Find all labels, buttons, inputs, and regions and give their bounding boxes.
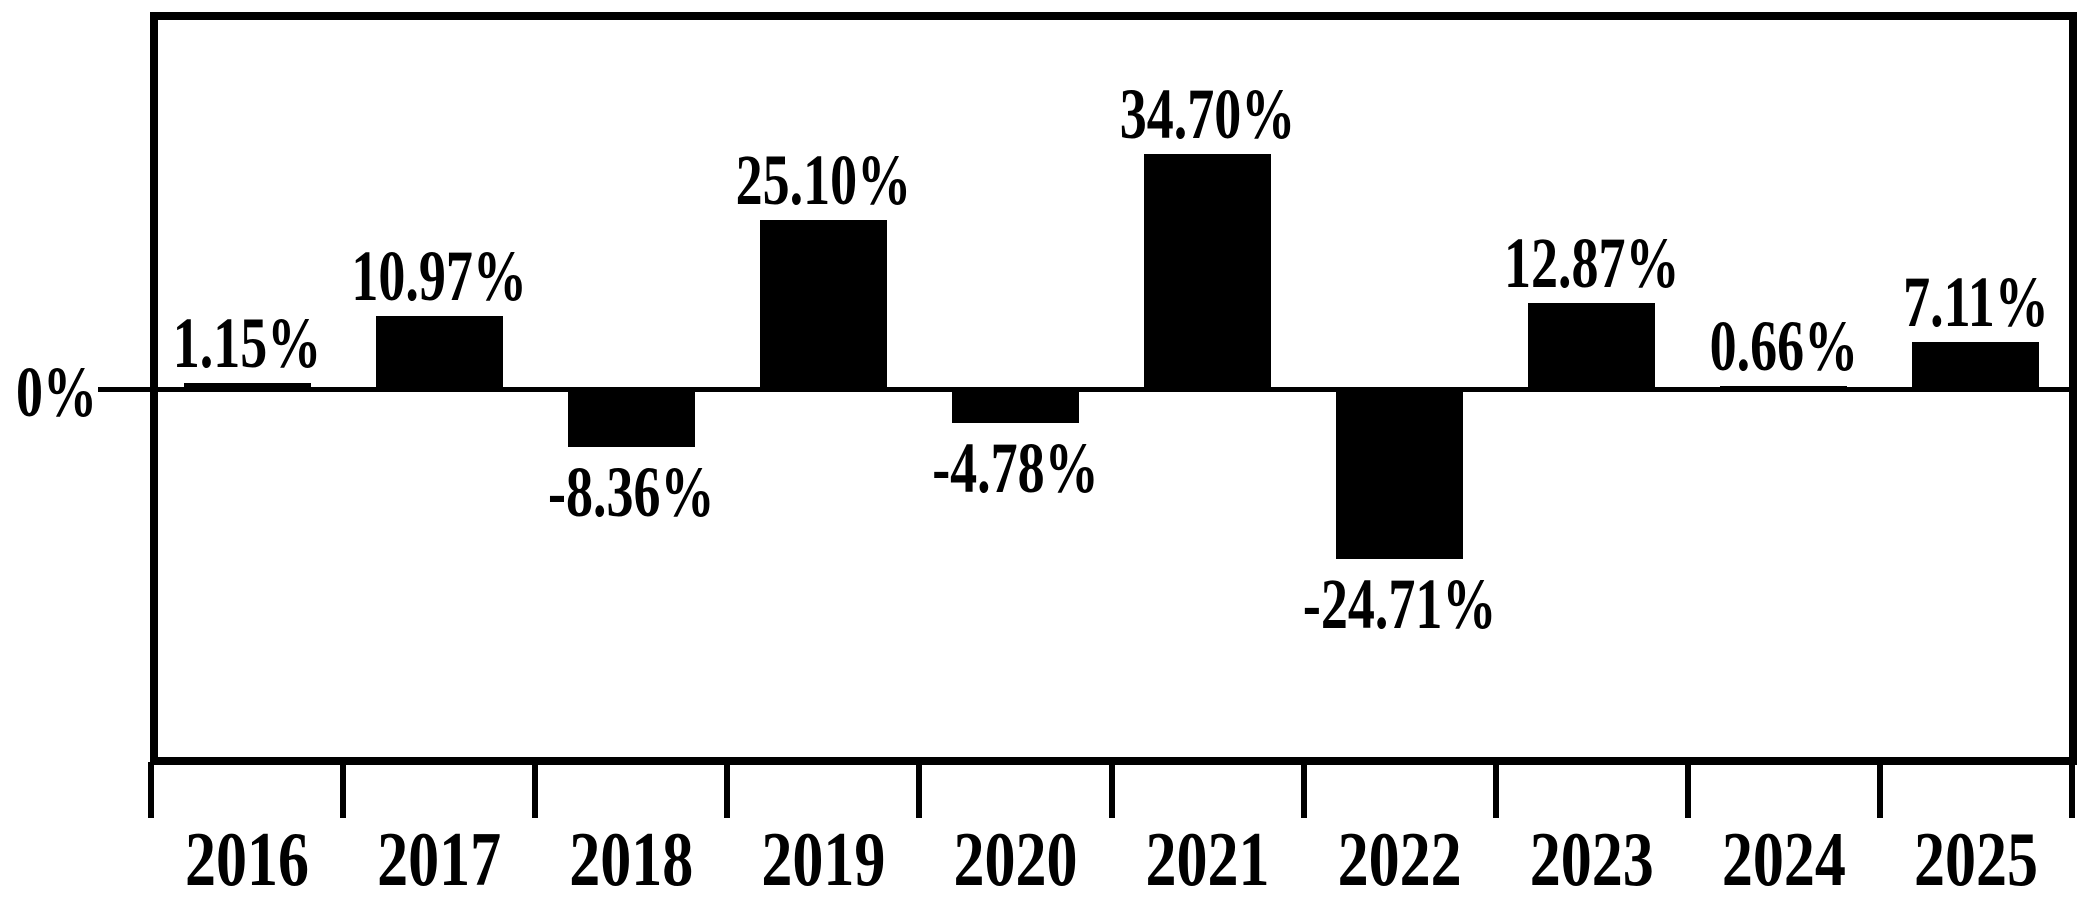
value-label-2022: -24.71% xyxy=(1302,563,1497,644)
bar-2018 xyxy=(567,390,695,448)
x-axis-tick xyxy=(724,762,731,818)
x-axis-tick xyxy=(1684,762,1691,818)
plot-area-frame xyxy=(150,12,2077,765)
x-tick-label-2023: 2023 xyxy=(1529,817,1654,900)
value-label-2025: 7.11% xyxy=(1903,262,2049,343)
value-label-2019: 25.10% xyxy=(735,139,912,220)
x-tick-label-2019: 2019 xyxy=(761,817,886,900)
y-axis-zero-tick xyxy=(98,387,154,392)
x-tick-label-2021: 2021 xyxy=(1145,817,1270,900)
x-axis-tick xyxy=(340,762,347,818)
value-label-2018: -8.36% xyxy=(548,452,715,532)
x-axis-tick xyxy=(532,762,539,818)
zero-baseline xyxy=(158,387,2069,392)
bar-2023 xyxy=(1528,303,1656,391)
x-tick-label-2017: 2017 xyxy=(377,817,502,900)
x-tick-label-2020: 2020 xyxy=(953,817,1078,900)
x-axis-tick xyxy=(1876,762,1883,818)
x-axis-tick xyxy=(1492,762,1499,818)
x-axis-tick xyxy=(148,762,154,818)
value-label-2020: -4.78% xyxy=(932,427,1099,508)
x-tick-label-2018: 2018 xyxy=(569,817,694,900)
bar-2019 xyxy=(759,219,887,391)
bar-2017 xyxy=(375,316,503,391)
bar-2016 xyxy=(183,383,311,391)
x-axis-tick xyxy=(2069,762,2075,818)
x-axis-tick xyxy=(1108,762,1115,818)
bar-2024 xyxy=(1720,386,1848,391)
bar-2025 xyxy=(1912,342,2040,391)
value-label-2017: 10.97% xyxy=(351,236,527,316)
value-label-2016: 1.15% xyxy=(172,303,322,384)
value-label-2021: 34.70% xyxy=(1119,74,1296,154)
x-tick-label-2025: 2025 xyxy=(1913,817,2038,900)
x-tick-label-2022: 2022 xyxy=(1337,817,1462,900)
x-axis-tick xyxy=(1300,762,1307,818)
x-axis-tick xyxy=(916,762,923,818)
value-label-2023: 12.87% xyxy=(1504,223,1680,303)
x-tick-label-2024: 2024 xyxy=(1721,817,1846,900)
bar-2021 xyxy=(1144,153,1272,391)
x-tick-label-2016: 2016 xyxy=(185,817,310,900)
value-label-2024: 0.66% xyxy=(1709,306,1859,387)
bar-2020 xyxy=(951,390,1079,423)
bar-2022 xyxy=(1336,390,1464,559)
y-axis-zero-label: 0% xyxy=(16,352,97,432)
